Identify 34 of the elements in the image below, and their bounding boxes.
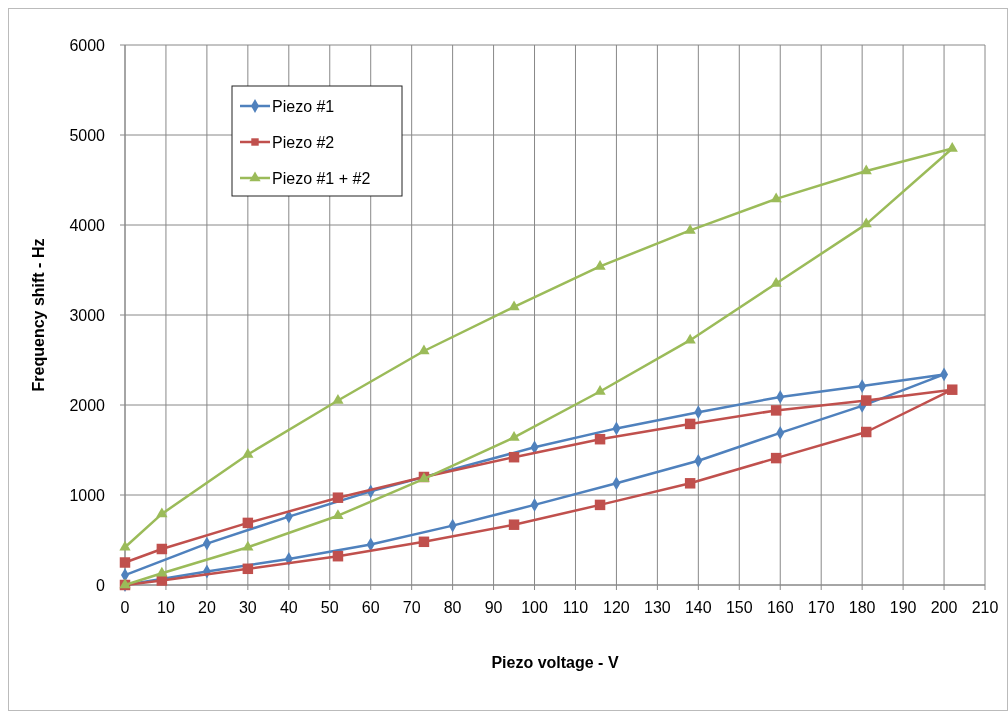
x-tick-label: 60 — [361, 599, 380, 616]
x-tick-label: 70 — [402, 599, 421, 616]
x-tick-label: 120 — [603, 599, 630, 616]
x-tick-label: 140 — [684, 599, 712, 616]
x-tick-label: 210 — [971, 599, 999, 616]
x-tick-label: 20 — [198, 599, 216, 616]
x-tick-label: 50 — [320, 599, 339, 616]
y-tick-label: 0 — [96, 577, 106, 594]
y-tick-label: 4000 — [69, 217, 106, 234]
legend-label: Piezo #1 + #2 — [272, 170, 371, 187]
y-tick-label: 2000 — [69, 397, 106, 414]
x-tick-label: 190 — [889, 599, 917, 616]
x-tick-label: 30 — [238, 599, 257, 616]
x-tick-label: 100 — [521, 599, 548, 616]
legend-label: Piezo #1 — [272, 98, 335, 115]
x-tick-label: 110 — [562, 599, 589, 616]
y-axis-title: Frequency shift - Hz — [30, 238, 47, 392]
y-tick-label: 5000 — [69, 127, 106, 144]
x-axis-title: Piezo voltage - V — [491, 654, 619, 671]
x-tick-label: 130 — [644, 599, 671, 616]
x-tick-label: 170 — [807, 599, 835, 616]
x-tick-label: 90 — [484, 599, 503, 616]
y-tick-label: 1000 — [69, 487, 106, 504]
x-tick-label: 80 — [443, 599, 462, 616]
x-tick-label: 150 — [725, 599, 753, 616]
x-tick-label: 40 — [279, 599, 298, 616]
x-tick-label: 10 — [157, 599, 175, 616]
y-tick-label: 3000 — [69, 307, 106, 324]
legend-label: Piezo #2 — [272, 134, 335, 151]
x-tick-label: 180 — [848, 599, 876, 616]
x-tick-label: 0 — [120, 599, 130, 616]
x-tick-label: 200 — [930, 599, 958, 616]
y-tick-label: 6000 — [69, 37, 106, 54]
x-tick-label: 160 — [766, 599, 794, 616]
